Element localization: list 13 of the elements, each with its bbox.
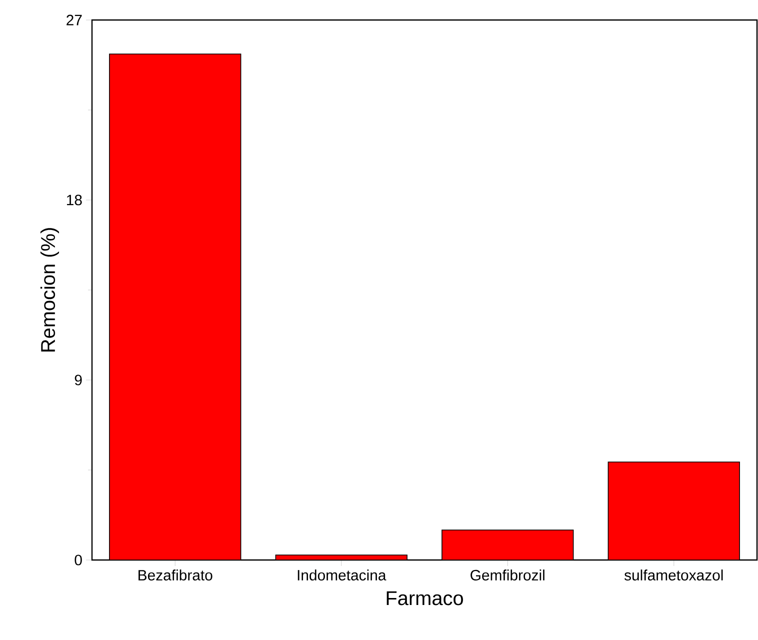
y-axis-title: Remocion (%) [40, 228, 60, 352]
x-tick-label: Bezafibrato [138, 570, 212, 580]
x-tick-label: Gemfibrozil [470, 570, 544, 580]
y-tick-label: 27 [66, 14, 82, 26]
bar [608, 462, 740, 560]
x-tick-label: Indometacina [298, 570, 386, 580]
y-tick-label: 18 [67, 194, 82, 206]
bar [109, 54, 241, 560]
bar [442, 530, 574, 560]
x-axis-title: Farmaco [386, 591, 463, 606]
y-tick-label: 9 [74, 374, 82, 386]
y-tick-label: 0 [74, 554, 82, 566]
x-tick-label: sulfametoxazol [624, 570, 723, 580]
